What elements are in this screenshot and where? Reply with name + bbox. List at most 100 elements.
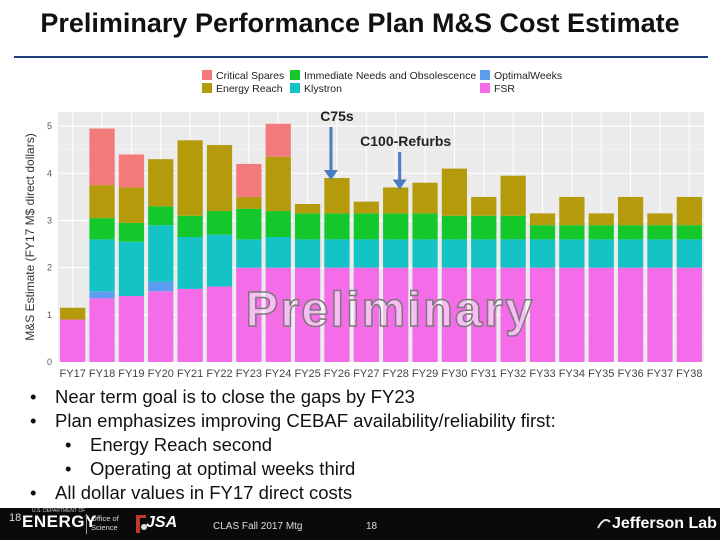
annotations: C75s C100-Refurbs <box>320 108 451 190</box>
bar-fy33-fsr <box>529 267 556 362</box>
bar-fy21-fsr <box>177 288 203 362</box>
bar-fy33-energy-reach <box>529 213 556 226</box>
bullet-2-text: Plan emphasizes improving CEBAF availabi… <box>55 410 556 431</box>
bar-fy19-immediate-needs-and-obsolescence <box>118 222 145 242</box>
annotation-label: C75s <box>320 108 354 124</box>
bar-fy35-energy-reach <box>588 213 614 226</box>
bar-fy30-immediate-needs-and-obsolescence <box>441 215 468 240</box>
y-tick-label: 5 <box>47 121 52 131</box>
bar-fy34-immediate-needs-and-obsolescence <box>559 225 585 240</box>
legend-label: Klystron <box>304 83 342 95</box>
doe-logo-subtitle: U.S. DEPARTMENT OF <box>32 508 86 514</box>
jefferson-lab-logo: Jefferson Lab <box>612 515 717 532</box>
bar-fy20-klystron <box>148 225 174 282</box>
x-tick-label: FY24 <box>265 368 291 380</box>
bar-fy23-critical-spares <box>236 163 262 197</box>
bar-fy24-critical-spares <box>265 123 291 157</box>
bar-fy32-klystron <box>500 239 526 268</box>
bar-fy34-energy-reach <box>559 196 585 226</box>
bar-fy21-energy-reach <box>177 140 203 216</box>
bar-fy17-fsr <box>60 319 86 362</box>
y-tick-label: 2 <box>47 263 52 273</box>
bar-fy36-immediate-needs-and-obsolescence <box>617 225 644 240</box>
bar-fy21-immediate-needs-and-obsolescence <box>177 215 203 237</box>
bar-fy31-fsr <box>471 267 497 362</box>
bar-fy22-immediate-needs-and-obsolescence <box>206 211 233 235</box>
bar-fy20-immediate-needs-and-obsolescence <box>148 206 174 226</box>
annotation-arrowhead <box>323 170 338 181</box>
bar-fy18-optimalweeks <box>89 291 115 299</box>
x-tick-label: FY18 <box>89 368 115 380</box>
bar-fy24-immediate-needs-and-obsolescence <box>265 211 291 237</box>
y-axis: 0 1 2 3 4 5 <box>47 121 52 367</box>
chart-legend: Critical Spares Immediate Needs and Obsol… <box>202 70 562 95</box>
bullet-3-text: Energy Reach second <box>90 434 273 455</box>
bar-fy28-fsr <box>383 267 409 362</box>
bar-fy22-fsr <box>206 286 233 362</box>
x-tick-label: FY26 <box>324 368 350 380</box>
jsa-logo-text: JSA <box>146 514 178 531</box>
jsa-logo-icon <box>136 515 147 533</box>
bar-fy38-energy-reach <box>676 196 702 226</box>
x-tick-label: FY34 <box>559 368 585 380</box>
bar-fy20-energy-reach <box>148 159 174 207</box>
legend-label: OptimalWeeks <box>494 70 562 82</box>
bar-fy25-klystron <box>294 239 321 268</box>
bar-fy25-immediate-needs-and-obsolescence <box>294 213 321 240</box>
bar-fy21-klystron <box>177 237 203 289</box>
x-tick-label: FY37 <box>647 368 673 380</box>
legend-label: Critical Spares <box>216 70 284 82</box>
x-tick-label: FY32 <box>500 368 526 380</box>
bar-fy25-energy-reach <box>294 203 321 214</box>
bar-fy19-klystron <box>118 241 145 296</box>
bullet-dot: • <box>30 386 37 407</box>
bar-fy19-energy-reach <box>118 187 145 223</box>
bar-fy17-energy-reach <box>60 307 86 320</box>
legend-swatch <box>480 83 490 93</box>
footer-bar: 18 U.S. DEPARTMENT OF ENERGY Office of S… <box>0 508 720 540</box>
cost-estimate-chart: Critical Spares Immediate Needs and Obsol… <box>20 62 706 382</box>
bar-fy37-fsr <box>647 267 673 362</box>
legend-label: Energy Reach <box>216 83 283 95</box>
annotation-label: C100-Refurbs <box>360 133 451 149</box>
bar-fy34-fsr <box>559 267 585 362</box>
bar-fy31-energy-reach <box>471 196 497 216</box>
bar-fy19-fsr <box>118 295 145 362</box>
bar-fy36-energy-reach <box>617 196 644 226</box>
bar-fy18-fsr <box>89 298 115 362</box>
bar-fy26-energy-reach <box>324 178 350 214</box>
title-divider <box>14 56 708 58</box>
bar-fy18-critical-spares <box>89 128 115 186</box>
footer-meeting-name: CLAS Fall 2017 Mtg <box>213 521 303 532</box>
bar-fy29-immediate-needs-and-obsolescence <box>412 213 438 240</box>
x-tick-label: FY30 <box>441 368 467 380</box>
bar-fy26-immediate-needs-and-obsolescence <box>324 213 350 240</box>
footer-page-number-left: 18 <box>9 512 22 524</box>
bar-fy32-energy-reach <box>500 175 526 216</box>
footer-page-number: 18 <box>366 521 378 532</box>
bar-fy27-energy-reach <box>353 201 379 214</box>
office-of-science-logo: Office of Science <box>91 514 119 532</box>
bar-fy36-fsr <box>617 267 644 362</box>
bar-fy24-energy-reach <box>265 156 291 212</box>
bar-fy28-immediate-needs-and-obsolescence <box>383 213 409 240</box>
bar-fy26-klystron <box>324 239 350 268</box>
bar-fy32-immediate-needs-and-obsolescence <box>500 215 526 240</box>
bar-fy22-klystron <box>206 234 233 287</box>
bar-fy29-energy-reach <box>412 182 438 214</box>
x-tick-label: FY17 <box>60 368 86 380</box>
bar-fy28-klystron <box>383 239 409 268</box>
bar-fy32-fsr <box>500 267 526 362</box>
bar-fy37-immediate-needs-and-obsolescence <box>647 225 673 240</box>
x-tick-label: FY28 <box>383 368 409 380</box>
bar-fy37-energy-reach <box>647 213 673 226</box>
bar-fy30-energy-reach <box>441 168 468 216</box>
jefferson-lab-swoosh-icon <box>597 519 611 529</box>
legend-label: FSR <box>494 83 515 95</box>
y-tick-label: 1 <box>47 310 52 320</box>
legend-swatch <box>480 70 490 80</box>
bar-fy25-fsr <box>294 267 321 362</box>
bar-fy28-energy-reach <box>383 187 409 214</box>
x-tick-label: FY22 <box>206 368 232 380</box>
bar-fy23-fsr <box>236 267 262 362</box>
